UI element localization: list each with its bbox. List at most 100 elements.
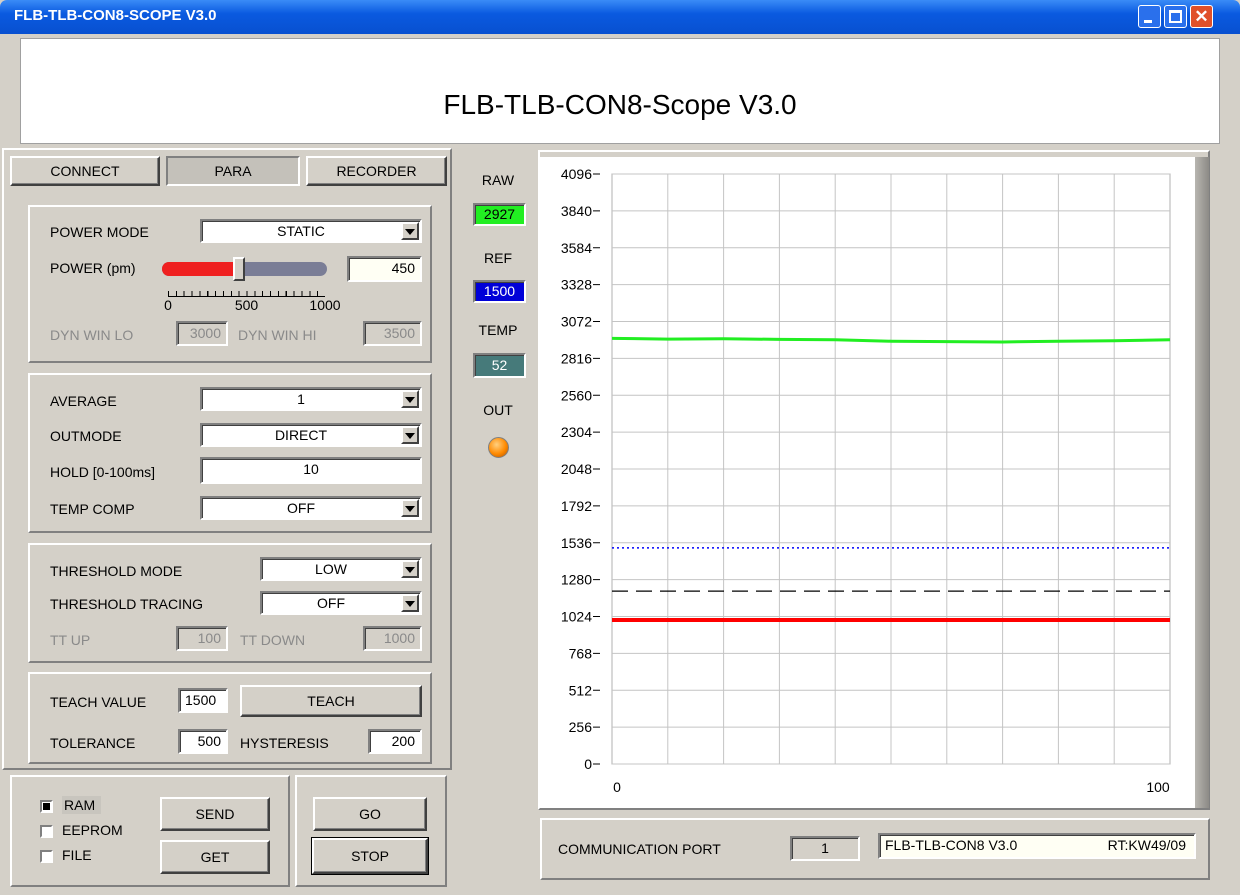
raw-display: 2927 — [473, 203, 526, 226]
label: OUTMODE — [50, 428, 122, 444]
y-tick-label: 768 — [569, 645, 593, 661]
icon — [1169, 10, 1182, 23]
checkbox-label: EEPROM — [62, 822, 123, 838]
y-tick-label: 2304 — [561, 424, 592, 440]
slider-tick-label: 0 — [164, 297, 172, 313]
checkbox-label: RAM — [62, 796, 102, 814]
series-line — [611, 336, 1171, 344]
icon — [1144, 20, 1152, 23]
label: RAW — [481, 172, 515, 188]
x-tick-label: 100 — [1146, 779, 1170, 795]
firmware: RT:KW49/09 — [1107, 837, 1186, 853]
label: DYN WIN LO — [50, 327, 134, 343]
close-button[interactable]: ✕ — [1190, 5, 1213, 28]
slider-tick-label: 500 — [234, 297, 259, 313]
tab-button[interactable]: RECORDER — [306, 156, 447, 186]
dropdown[interactable]: OFF — [200, 496, 422, 520]
label: THRESHOLD MODE — [50, 563, 183, 579]
y-tick-label: 512 — [569, 682, 593, 698]
dropdown[interactable]: OFF — [260, 591, 422, 615]
teach-input[interactable]: 1500 — [178, 688, 228, 713]
group-box — [28, 373, 432, 533]
check-mark — [43, 803, 50, 810]
y-tick-label: 2560 — [561, 387, 592, 403]
slider-ruler — [168, 291, 325, 297]
y-tick-label: 1792 — [561, 498, 592, 514]
dropdown[interactable]: LOW — [260, 557, 422, 581]
label: POWER (pm) — [50, 260, 136, 276]
window-title: FLB-TLB-CON8-SCOPE V3.0 — [14, 7, 217, 24]
title-bar: FLB-TLB-CON8-SCOPE V3.0 ✕ — [0, 0, 1240, 34]
label: HOLD [0-100ms] — [50, 464, 156, 480]
header: FLB-TLB-CON8-Scope V3.0 — [20, 38, 1220, 144]
group-box — [28, 205, 432, 363]
checkbox[interactable] — [40, 825, 53, 838]
label: COMMUNICATION PORT — [558, 841, 721, 857]
label: TEMP COMP — [50, 501, 135, 517]
y-tick-label: 1536 — [561, 535, 592, 551]
app-title: FLB-TLB-CON8-Scope V3.0 — [443, 89, 797, 120]
dropdown[interactable]: STATIC — [200, 219, 422, 243]
label: DYN WIN HI — [238, 327, 317, 343]
checkbox[interactable] — [40, 850, 53, 863]
label: TEMP — [478, 322, 518, 338]
stop-button[interactable]: STOP — [311, 837, 429, 875]
input-disabled: 3000 — [176, 321, 228, 346]
send-button[interactable]: SEND — [160, 797, 270, 831]
temp-display: 52 — [473, 353, 526, 378]
y-tick-label: 0 — [584, 756, 592, 772]
get-button[interactable]: GET — [160, 840, 270, 874]
device-display: FLB-TLB-CON8 V3.0 RT:KW49/09 — [878, 833, 1196, 859]
input-disabled: 100 — [176, 626, 228, 651]
port-display: 1 — [790, 836, 860, 861]
y-tick-label: 1280 — [561, 572, 592, 588]
minimize-button[interactable] — [1138, 5, 1161, 28]
y-tick-label: 3328 — [561, 277, 592, 293]
tab-button[interactable]: CONNECT — [10, 156, 160, 186]
label: THRESHOLD TRACING — [50, 596, 203, 612]
hold-input[interactable]: 10 — [200, 457, 422, 484]
go-button[interactable]: GO — [313, 797, 427, 831]
y-tick-label: 2816 — [561, 350, 592, 366]
ref-display: 1500 — [473, 280, 526, 303]
maximize-button[interactable] — [1164, 5, 1187, 28]
label: HYSTERESIS — [240, 735, 329, 751]
checkbox-label: FILE — [62, 847, 92, 863]
label: TT DOWN — [240, 632, 306, 648]
y-tick-label: 256 — [569, 719, 593, 735]
power-input[interactable]: 450 — [347, 256, 422, 282]
y-tick-label: 3584 — [561, 240, 592, 256]
label: AVERAGE — [50, 393, 117, 409]
slider-fill — [162, 262, 239, 276]
dropdown[interactable]: DIRECT — [200, 423, 422, 447]
chart: 0 256 512 768 1024 1280 1536 1792 2048 2304 2560 28… — [540, 157, 1195, 808]
out-led — [488, 437, 509, 458]
label: TEACH VALUE — [50, 694, 147, 710]
label: TOLERANCE — [50, 735, 136, 751]
hysteresis-input[interactable]: 200 — [368, 729, 422, 754]
y-tick-label: 4096 — [561, 166, 592, 182]
y-tick-label: 1024 — [561, 609, 592, 625]
checkbox[interactable] — [40, 800, 53, 813]
device-name: FLB-TLB-CON8 V3.0 — [885, 837, 1018, 853]
tolerance-input[interactable]: 500 — [178, 729, 228, 754]
group-box — [28, 672, 432, 764]
x-tick-label: 0 — [613, 779, 621, 795]
y-tick-label: 2048 — [561, 461, 592, 477]
label: OUT — [483, 402, 513, 418]
label: POWER MODE — [50, 224, 149, 240]
label: TT UP — [50, 632, 91, 648]
label: REF — [484, 250, 512, 266]
tab-button-active[interactable]: PARA — [166, 156, 300, 186]
group-box — [28, 543, 432, 663]
slider-tick-label: 1000 — [309, 297, 341, 313]
dropdown[interactable]: 1 — [200, 387, 422, 411]
chart-shadow — [1195, 157, 1209, 808]
teach-button[interactable]: TEACH — [240, 685, 422, 717]
input-disabled: 1000 — [363, 626, 422, 651]
slider-thumb[interactable] — [232, 257, 245, 281]
y-tick-label: 3840 — [561, 203, 592, 219]
input-disabled: 3500 — [363, 321, 422, 346]
y-tick-label: 3072 — [561, 314, 592, 330]
